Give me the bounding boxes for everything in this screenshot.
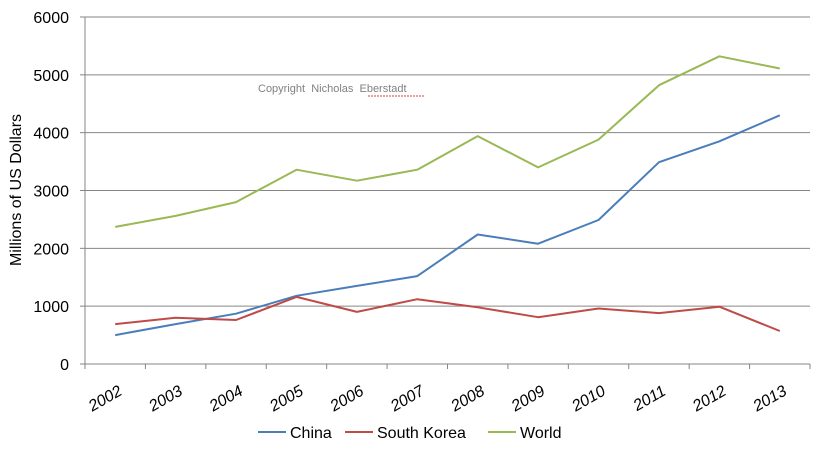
x-tick-label: 2013 xyxy=(750,383,790,416)
y-tick-label: 0 xyxy=(60,357,69,374)
x-tick-label: 2004 xyxy=(206,383,246,416)
x-tick-label: 2010 xyxy=(568,383,608,416)
y-tick-label: 1000 xyxy=(33,299,69,316)
x-tick-label: 2012 xyxy=(689,383,729,416)
y-tick-label: 6000 xyxy=(33,10,69,27)
series-line-world xyxy=(115,55,780,228)
legend-label: China xyxy=(290,425,332,442)
legend-label: World xyxy=(520,425,562,442)
copyright-annotation: Copyright Nicholas Eberstadt xyxy=(258,83,407,95)
series-lines xyxy=(115,55,781,337)
legend: China South Korea World xyxy=(258,425,562,442)
x-tick-label: 2007 xyxy=(387,382,428,416)
y-tick-label: 5000 xyxy=(33,68,69,85)
x-tick-label: 2002 xyxy=(85,383,125,416)
x-tick-label: 2008 xyxy=(448,383,488,416)
y-tick-label: 2000 xyxy=(33,241,69,258)
series-line-china xyxy=(115,114,781,337)
legend-label: South Korea xyxy=(377,425,466,442)
x-tick-label: 2006 xyxy=(327,383,367,416)
x-axis-ticks: 2002 2003 2004 2005 2006 2007 2008 2009 2010 2011… xyxy=(84,364,811,416)
gridlines xyxy=(85,16,810,307)
y-tick-label: 3000 xyxy=(33,184,69,201)
x-tick-label: 2011 xyxy=(630,383,669,415)
x-tick-label: 2003 xyxy=(145,383,185,416)
y-axis-label: Millions of US Dollars xyxy=(8,114,25,266)
x-tick-label: 2005 xyxy=(266,383,306,416)
y-axis-ticks: 0 1000 2000 3000 4000 5000 6000 xyxy=(33,10,85,374)
x-tick-label: 2009 xyxy=(508,383,548,416)
series-line-south-korea xyxy=(115,295,781,332)
y-tick-label: 4000 xyxy=(33,126,69,143)
